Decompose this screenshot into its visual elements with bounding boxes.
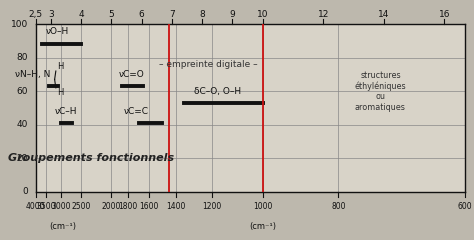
Text: 1200: 1200 [202, 202, 222, 211]
Text: – empreinte digitale –: – empreinte digitale – [159, 60, 257, 69]
Text: δC–O, O–H: δC–O, O–H [194, 87, 241, 96]
Text: 1000: 1000 [253, 202, 273, 211]
Text: 0: 0 [22, 187, 28, 197]
Text: 1800: 1800 [118, 202, 138, 211]
Text: H: H [57, 88, 63, 97]
Text: 800: 800 [331, 202, 346, 211]
Text: 10: 10 [257, 10, 268, 19]
Text: 3500: 3500 [36, 202, 56, 211]
Text: H: H [57, 62, 63, 71]
Text: 20: 20 [17, 154, 28, 163]
Text: 8: 8 [199, 10, 205, 19]
Text: 1400: 1400 [166, 202, 186, 211]
Text: (cm⁻¹): (cm⁻¹) [49, 222, 76, 231]
Text: Groupements fonctionnels: Groupements fonctionnels [9, 153, 174, 163]
Text: 100: 100 [10, 19, 28, 29]
Text: 4000: 4000 [26, 202, 46, 211]
Text: 5: 5 [109, 10, 114, 19]
Text: 2,5: 2,5 [28, 10, 43, 19]
Text: 1600: 1600 [139, 202, 159, 211]
Text: 6: 6 [139, 10, 145, 19]
Text: 7: 7 [169, 10, 175, 19]
Text: νO–H: νO–H [46, 27, 69, 36]
Text: 12: 12 [318, 10, 329, 19]
Text: structures
éthyléniques
ou
aromatiques: structures éthyléniques ou aromatiques [355, 71, 406, 112]
Text: 80: 80 [16, 53, 28, 62]
Text: νC=C: νC=C [124, 108, 149, 116]
Text: νC–H: νC–H [55, 108, 77, 116]
Text: 16: 16 [438, 10, 450, 19]
Text: 60: 60 [16, 87, 28, 96]
Text: 3: 3 [48, 10, 54, 19]
Text: 9: 9 [229, 10, 235, 19]
Text: 2000: 2000 [101, 202, 121, 211]
Text: (cm⁻¹): (cm⁻¹) [249, 222, 276, 231]
Text: 40: 40 [17, 120, 28, 129]
Text: νC=O: νC=O [119, 71, 145, 79]
Text: 600: 600 [457, 202, 472, 211]
Text: νN–H, N: νN–H, N [15, 71, 50, 79]
Text: 4: 4 [78, 10, 84, 19]
Text: 14: 14 [378, 10, 390, 19]
Text: 2500: 2500 [71, 202, 91, 211]
Text: 3000: 3000 [51, 202, 71, 211]
